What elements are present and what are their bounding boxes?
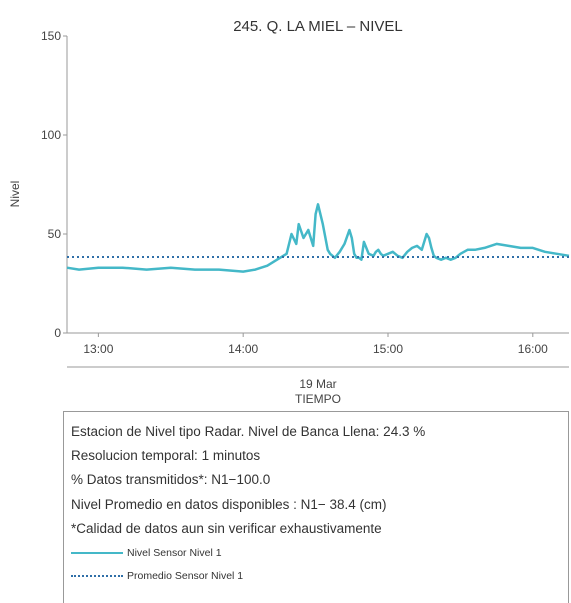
y-tick-label: 0 [54,326,61,340]
x-axis-label: TIEMPO [295,392,341,406]
info-resolution: Resolucion temporal: 1 minutos [71,448,261,464]
x-tick-label: 14:00 [228,342,258,356]
legend-label-sensor: Nivel Sensor Nivel 1 [127,546,222,559]
legend-item-sensor: Nivel Sensor Nivel 1 [71,541,568,564]
x-tick-label: 16:00 [518,342,548,356]
x-axis-date-label: 19 Mar [299,377,336,391]
legend-label-average: Promedio Sensor Nivel 1 [127,569,244,582]
legend-swatch-dotted [71,571,123,581]
chart-title: 245. Q. LA MIEL – NIVEL [233,18,403,35]
info-data-transmitted: % Datos transmitidos*: N1−100.0 [71,472,271,488]
info-station-type: Estacion de Nivel tipo Radar. Nivel de B… [71,424,426,439]
x-tick-label: 15:00 [373,342,403,356]
legend-swatch-solid [71,548,123,558]
info-average-level: Nivel Promedio en datos disponibles : N1… [71,496,387,512]
y-ticks: 0 50 100 150 [41,29,67,340]
x-ticks: 13:00 14:00 15:00 16:00 [83,333,548,356]
y-tick-label: 50 [48,227,62,241]
x-tick-label: 13:00 [83,342,113,356]
y-axis-label: Nivel [8,181,22,208]
info-quality-note: *Calidad de datos aun sin verificar exha… [71,520,382,536]
y-tick-label: 100 [41,128,61,142]
y-tick-label: 150 [41,29,61,43]
info-box: Estacion de Nivel tipo Radar. Nivel de B… [63,411,569,603]
series-layer [66,203,570,273]
level-chart: 245. Q. LA MIEL – NIVEL Nivel 050100150 … [8,18,570,406]
legend-item-average: Promedio Sensor Nivel 1 [71,564,568,587]
sensor-line [66,203,570,273]
